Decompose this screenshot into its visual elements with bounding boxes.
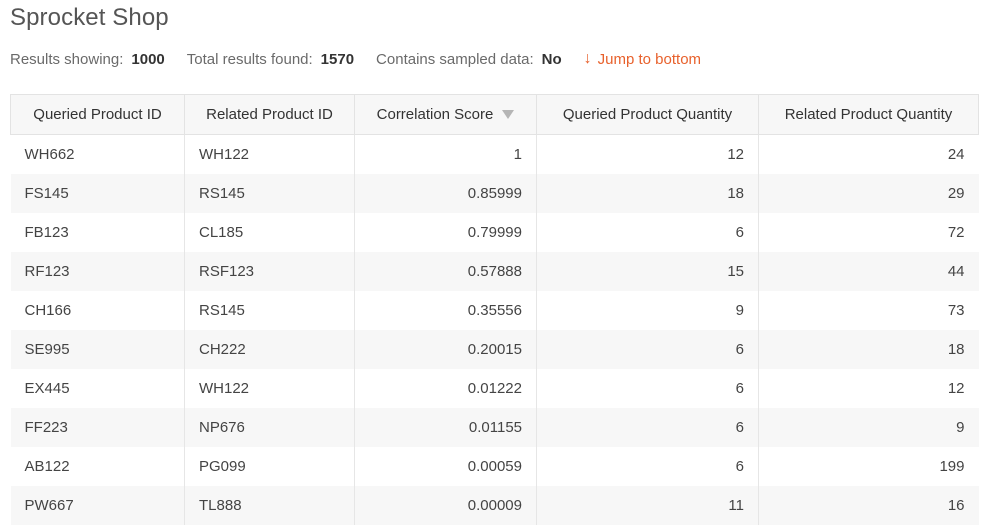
queried-product-id-cell: PW667: [24, 496, 74, 514]
results-showing: Results showing: 1000: [10, 51, 165, 68]
queried-product-quantity-cell: 6: [536, 329, 759, 369]
related-product-quantity-cell: 18: [758, 329, 979, 369]
correlation-score-cell: 0.57888: [354, 251, 537, 291]
table-row[interactable]: RF123 RSF123 0.57888 15 44: [10, 251, 979, 291]
related-product-quantity-cell: 72: [758, 212, 979, 252]
arrow-down-icon: ↓: [583, 50, 592, 67]
queried-product-quantity-cell: 6: [536, 212, 759, 252]
results-showing-value: 1000: [131, 50, 165, 68]
queried-product-id-cell: SE995: [24, 340, 70, 358]
related-product-quantity-cell: 12: [758, 368, 979, 408]
related-product-id-cell: RSF123: [184, 251, 355, 291]
related-product-quantity-cell: 16: [758, 485, 979, 525]
results-table: Queried Product ID Related Product ID Co…: [10, 94, 979, 525]
related-product-quantity-cell: 73: [758, 290, 979, 330]
related-product-quantity-cell: 44: [758, 251, 979, 291]
related-product-id-cell: PG099: [184, 446, 355, 486]
correlation-score-cell: 0.20015: [354, 329, 537, 369]
queried-product-quantity-cell: 6: [536, 407, 759, 447]
queried-product-id-cell: WH662: [24, 145, 75, 163]
queried-product-quantity-cell: 9: [536, 290, 759, 330]
total-results: Total results found: 1570: [187, 51, 354, 68]
related-product-id-cell: CH222: [184, 329, 355, 369]
results-summary: Results showing: 1000 Total results foun…: [10, 49, 701, 69]
column-header-correlation-score[interactable]: Correlation Score: [354, 94, 537, 135]
table-row[interactable]: SE995 CH222 0.20015 6 18: [10, 329, 979, 369]
related-product-id-cell: WH122: [184, 134, 355, 174]
column-header-label: Related Product Quantity: [784, 106, 953, 123]
results-showing-label: Results showing:: [10, 50, 124, 68]
queried-product-quantity-cell: 18: [536, 173, 759, 213]
column-header-label: Related Product ID: [206, 106, 333, 123]
related-product-quantity-cell: 29: [758, 173, 979, 213]
queried-product-id-cell: RF123: [24, 262, 70, 280]
sort-down-icon[interactable]: [502, 109, 515, 119]
queried-product-quantity-cell: 6: [536, 368, 759, 408]
sampled-data: Contains sampled data: No: [376, 51, 562, 68]
sampled-data-value: No: [541, 50, 562, 68]
related-product-quantity-cell: 199: [758, 446, 979, 486]
table-row[interactable]: PW667 TL888 0.00009 11 16: [10, 485, 979, 525]
table-row[interactable]: WH662 WH122 1 12 24: [11, 134, 979, 174]
table-body: WH662 WH122 1 12 24 FS145 RS145 0.85999 18 29 FB12…: [10, 134, 979, 525]
table-header-row: Queried Product ID Related Product ID Co…: [10, 94, 979, 135]
column-header-queried-product-id[interactable]: Queried Product ID: [10, 94, 185, 135]
correlation-score-cell: 0.85999: [354, 173, 537, 213]
table-row[interactable]: FF223 NP676 0.01155 6 9: [10, 407, 979, 447]
related-product-quantity-cell: 9: [758, 407, 979, 447]
results-table-container: Queried Product ID Related Product ID Co…: [10, 94, 979, 525]
queried-product-id-cell: EX445: [24, 379, 70, 397]
column-header-label: Queried Product ID: [33, 106, 162, 123]
column-header-label: Queried Product Quantity: [562, 106, 733, 123]
correlation-score-cell: 0.79999: [354, 212, 537, 252]
queried-product-id-cell: FS145: [24, 184, 69, 202]
column-header-queried-product-quantity[interactable]: Queried Product Quantity: [536, 94, 759, 135]
total-results-value: 1570: [320, 50, 355, 68]
queried-product-quantity-cell: 12: [536, 134, 759, 174]
table-row[interactable]: AB122 PG099 0.00059 6 199: [11, 446, 979, 486]
queried-product-quantity-cell: 6: [536, 446, 759, 486]
correlation-score-cell: 0.00059: [354, 446, 537, 486]
queried-product-quantity-cell: 11: [536, 485, 759, 525]
table-row[interactable]: CH166 RS145 0.35556 9 73: [11, 290, 979, 330]
column-header-label: Correlation Score: [376, 106, 494, 123]
sampled-data-label: Contains sampled data:: [376, 50, 534, 68]
correlation-score-cell: 1: [354, 134, 537, 174]
correlation-score-cell: 0.35556: [354, 290, 537, 330]
queried-product-quantity-cell: 15: [536, 251, 759, 291]
jump-to-bottom-label: Jump to bottom: [597, 50, 702, 68]
related-product-id-cell: RS145: [184, 173, 355, 213]
related-product-quantity-cell: 24: [758, 134, 979, 174]
queried-product-id-cell: FF223: [24, 418, 68, 436]
total-results-label: Total results found:: [186, 50, 313, 68]
jump-to-bottom-link[interactable]: ↓ Jump to bottom: [584, 51, 701, 68]
queried-product-id-cell: AB122: [24, 457, 70, 475]
table-row[interactable]: EX445 WH122 0.01222 6 12: [11, 368, 979, 408]
column-header-related-product-quantity[interactable]: Related Product Quantity: [758, 94, 979, 135]
page-title: Sprocket Shop: [10, 4, 169, 31]
table-row[interactable]: FB123 CL185 0.79999 6 72: [11, 212, 979, 252]
correlation-score-cell: 0.01222: [354, 368, 537, 408]
correlation-score-cell: 0.01155: [354, 407, 537, 447]
related-product-id-cell: RS145: [184, 290, 355, 330]
queried-product-id-cell: CH166: [24, 301, 72, 319]
related-product-id-cell: CL185: [184, 212, 355, 252]
related-product-id-cell: TL888: [184, 485, 355, 525]
related-product-id-cell: NP676: [184, 407, 355, 447]
related-product-id-cell: WH122: [184, 368, 355, 408]
column-header-related-product-id[interactable]: Related Product ID: [184, 94, 355, 135]
correlation-score-cell: 0.00009: [354, 485, 537, 525]
table-row[interactable]: FS145 RS145 0.85999 18 29: [10, 173, 979, 213]
queried-product-id-cell: FB123: [24, 223, 69, 241]
